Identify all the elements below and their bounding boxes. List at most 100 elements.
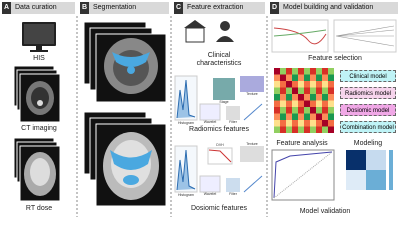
label: HIS xyxy=(33,55,45,62)
dose-stack xyxy=(13,137,61,202)
heat-cell xyxy=(298,87,304,94)
panel-title: Model building and validation xyxy=(283,4,374,11)
segmentation-stack-2 xyxy=(83,111,167,207)
heat-cell xyxy=(310,100,316,107)
dosiomic-plots xyxy=(174,145,264,193)
heat-cell xyxy=(328,94,334,101)
confusion-matrix xyxy=(346,150,393,190)
tag: Filter xyxy=(229,120,237,124)
ct-stack xyxy=(13,65,61,123)
heat-cell xyxy=(286,81,292,88)
heat-cell xyxy=(304,74,310,81)
clinical-icons xyxy=(184,20,234,43)
heat-cell xyxy=(304,100,310,107)
heat-cell xyxy=(304,81,310,88)
heat-cell xyxy=(298,126,304,133)
heat-cell xyxy=(274,74,280,81)
panel-title: Data curation xyxy=(15,4,57,11)
heat-cell xyxy=(316,81,322,88)
heat-cell xyxy=(310,107,316,114)
panel-letter: D xyxy=(270,2,279,14)
heat-cell xyxy=(316,87,322,94)
separators xyxy=(76,16,268,217)
heat-cell xyxy=(304,94,310,101)
segmentation-stack-1 xyxy=(83,21,167,103)
heat-cell xyxy=(298,81,304,88)
panel-title: Segmentation xyxy=(93,4,137,11)
heat-cell xyxy=(274,107,280,114)
model-box: Dosiomic model xyxy=(340,104,396,116)
panel-header: B Segmentation xyxy=(80,2,169,14)
selection-plots xyxy=(271,19,397,53)
tag: Texture xyxy=(246,92,258,96)
heat-cell xyxy=(304,87,310,94)
heat-cell xyxy=(274,113,280,120)
heat-cell xyxy=(316,74,322,81)
heat-cell xyxy=(322,120,328,127)
heat-cell xyxy=(274,68,280,75)
heat-cell xyxy=(322,81,328,88)
heat-cell xyxy=(298,113,304,120)
panel-header: C Feature extraction xyxy=(174,2,265,14)
heat-cell xyxy=(316,126,322,133)
heat-cell xyxy=(274,87,280,94)
heat-cell xyxy=(280,126,286,133)
heat-cell xyxy=(328,126,334,133)
tag: Histogram xyxy=(178,193,194,197)
heat-cell xyxy=(316,94,322,101)
panel-letter: B xyxy=(80,2,89,14)
label: Dosiomic features xyxy=(190,205,248,212)
heat-cell xyxy=(310,94,316,101)
heat-cell xyxy=(286,100,292,107)
figure: A Data curation B Segmentation C Feature ex… xyxy=(2,2,398,217)
heat-cell xyxy=(322,107,328,114)
heat-cell xyxy=(310,126,316,133)
label: Radiomics features xyxy=(189,126,249,133)
heat-cell xyxy=(310,113,316,120)
heat-cell xyxy=(292,126,298,133)
heat-cell xyxy=(304,107,310,114)
monitor-icon xyxy=(22,22,56,52)
tag: Histogram xyxy=(178,121,194,125)
label: CT imaging xyxy=(21,125,57,132)
heat-cell xyxy=(280,107,286,114)
heat-cell xyxy=(304,120,310,127)
tag: Wavelet xyxy=(203,120,217,124)
heat-cell xyxy=(286,68,292,75)
heat-cell xyxy=(274,81,280,88)
heat-cell xyxy=(280,100,286,107)
heat-cell xyxy=(280,74,286,81)
heat-cell xyxy=(280,113,286,120)
heat-cell xyxy=(292,100,298,107)
label: Modeling xyxy=(353,140,383,147)
label: RT dose xyxy=(25,205,53,212)
heat-cell xyxy=(274,94,280,101)
heat-cell xyxy=(316,120,322,127)
heat-cell xyxy=(322,113,328,120)
heat-cell xyxy=(298,100,304,107)
heat-cell xyxy=(292,113,298,120)
heat-cell xyxy=(328,74,334,81)
heat-cell xyxy=(280,81,286,88)
heat-cell xyxy=(316,113,322,120)
heat-cell xyxy=(328,100,334,107)
heat-cell xyxy=(304,113,310,120)
radiomics-plots xyxy=(174,75,264,121)
heat-cell xyxy=(298,120,304,127)
heat-cell xyxy=(328,81,334,88)
model-box: Radiomics model xyxy=(340,87,396,99)
heat-cell xyxy=(316,100,322,107)
model-box: Combination model xyxy=(340,121,396,133)
heat-cell xyxy=(310,120,316,127)
heat-cell xyxy=(322,100,328,107)
heat-cell xyxy=(292,94,298,101)
heat-cell xyxy=(328,113,334,120)
heat-cell xyxy=(292,107,298,114)
panel-letter: C xyxy=(174,2,183,14)
heat-cell xyxy=(292,74,298,81)
heat-cell xyxy=(286,87,292,94)
heat-cell xyxy=(310,74,316,81)
heat-cell xyxy=(298,94,304,101)
heat-cell xyxy=(280,87,286,94)
heat-cell xyxy=(292,68,298,75)
